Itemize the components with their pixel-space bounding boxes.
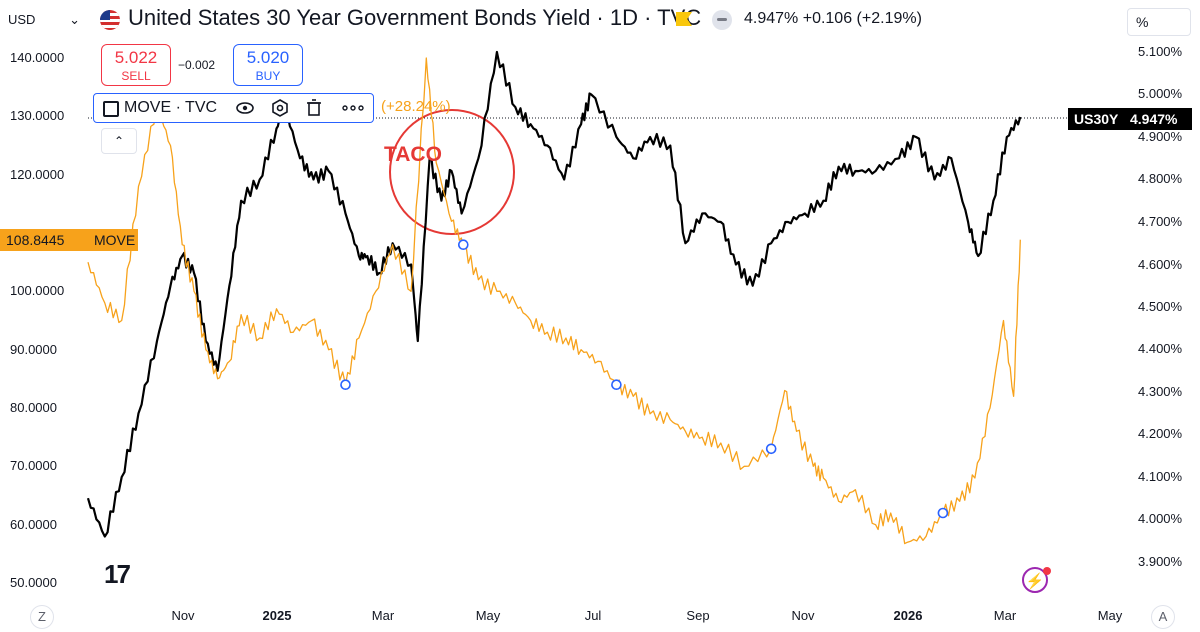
trash-icon[interactable] <box>306 99 322 117</box>
time-axis-tick: 2025 <box>262 608 292 623</box>
us-flag-icon <box>100 10 120 30</box>
collapse-legend-button[interactable]: ⌃ <box>101 128 137 154</box>
taco-circle <box>389 109 515 235</box>
right-axis-tick: 4.200% <box>1138 426 1183 441</box>
move-price-value: 108.8445 <box>6 232 65 248</box>
chevron-up-icon: ⌃ <box>113 134 125 148</box>
settings-icon[interactable] <box>271 99 289 117</box>
left-axis-tick: 140.0000 <box>10 50 65 65</box>
move-change: (+28.24%) <box>381 98 451 115</box>
left-axis-tick: 130.0000 <box>10 108 65 123</box>
right-axis-tick: 4.000% <box>1138 511 1183 526</box>
right-axis-tick: 4.400% <box>1138 341 1183 356</box>
symbol-text: USD <box>8 12 36 27</box>
taco-annotation: TACO <box>384 143 442 166</box>
sell-button[interactable]: 5.022 SELL <box>101 44 171 86</box>
move-price-name: MOVE <box>94 232 136 248</box>
right-axis-tick: 3.900% <box>1138 554 1183 569</box>
event-marker-layer <box>151 99 949 519</box>
chevron-down-icon: ⌄ <box>69 12 80 27</box>
last-price: 4.947% <box>744 10 799 27</box>
series-line-move[interactable] <box>87 57 1021 545</box>
series-layer <box>86 50 1022 545</box>
study-icon <box>103 101 119 117</box>
time-axis-tick: Mar <box>371 608 395 623</box>
right-axis-tick: 4.900% <box>1138 129 1183 144</box>
auto-scale-button[interactable]: A <box>1151 605 1175 629</box>
right-axis-tick: 5.100% <box>1138 44 1183 59</box>
percent-label: % <box>1136 14 1149 30</box>
time-axis-tick: May <box>1097 608 1123 623</box>
right-axis-tick: 5.000% <box>1138 86 1183 101</box>
market-status-icon <box>712 10 732 30</box>
time-axis-tick: Nov <box>171 608 195 623</box>
us30y-symbol: US30Y <box>1074 111 1119 127</box>
move-study-legend[interactable]: MOVE · TVC <box>93 93 374 123</box>
left-axis-tick: 50.0000 <box>10 575 57 590</box>
buy-button[interactable]: 5.020 BUY <box>233 44 303 86</box>
right-axis-tick: 4.600% <box>1138 257 1183 272</box>
time-axis-tick: Jul <box>584 608 602 623</box>
time-axis-tick: Nov <box>791 608 815 623</box>
event-marker-icon[interactable] <box>611 379 622 391</box>
buy-price: 5.020 <box>246 48 290 67</box>
auto-label: A <box>1158 609 1168 624</box>
right-axis-tick: 4.800% <box>1138 171 1183 186</box>
left-axis-tick: 120.0000 <box>10 167 65 182</box>
right-axis-tick: 4.700% <box>1138 214 1183 229</box>
flash-icon[interactable]: ⚡ <box>1022 567 1048 593</box>
percent-scale-button[interactable]: % <box>1127 8 1191 36</box>
left-axis-tick: 100.0000 <box>10 283 65 298</box>
price-change: +0.106 (+2.19%) <box>802 10 922 27</box>
right-axis-tick: 4.300% <box>1138 384 1183 399</box>
us30y-value: 4.947% <box>1130 111 1178 127</box>
chart-title: United States 30 Year Government Bonds Y… <box>128 5 702 30</box>
right-axis-tick: 4.500% <box>1138 299 1183 314</box>
event-marker-icon[interactable] <box>457 239 469 250</box>
zoom-label: Z <box>38 609 46 624</box>
eye-icon[interactable] <box>235 99 255 117</box>
buy-label: BUY <box>255 69 281 83</box>
time-axis-tick: Mar <box>993 608 1017 623</box>
left-axis-tick: 70.0000 <box>10 458 57 473</box>
left-axis-tick: 80.0000 <box>10 400 57 415</box>
notification-dot <box>1043 567 1051 575</box>
left-axis-tick: 60.0000 <box>10 517 57 532</box>
flag-badge-icon[interactable] <box>676 12 692 26</box>
time-axis-tick: 2026 <box>893 608 923 623</box>
zoom-toggle-button[interactable]: Z <box>30 605 54 629</box>
event-marker-icon[interactable] <box>937 507 949 519</box>
event-marker-icon[interactable] <box>340 379 351 391</box>
top-bar: USD ⌄ United States 30 Year Government B… <box>0 0 1200 40</box>
spread-value: −0.002 <box>178 58 216 72</box>
move-study-label: MOVE · TVC <box>124 99 218 116</box>
event-marker-icon[interactable] <box>765 443 777 455</box>
series-line-us30y[interactable] <box>86 50 1022 538</box>
sell-label: SELL <box>121 69 151 83</box>
sell-price: 5.022 <box>114 48 158 67</box>
left-axis-tick: 90.0000 <box>10 342 57 357</box>
tradingview-logo: 17 <box>104 559 131 589</box>
time-axis-tick: Sep <box>686 608 710 623</box>
more-icon[interactable] <box>342 104 364 112</box>
time-axis-tick: May <box>475 608 501 623</box>
right-axis-tick: 4.100% <box>1138 469 1183 484</box>
us30y-price-tag: US30Y 4.947% <box>1068 108 1192 130</box>
quote-summary: 4.947% +0.106 (+2.19%) <box>744 10 922 28</box>
symbol-selector[interactable]: USD ⌄ <box>8 8 82 32</box>
move-price-tag: 108.8445 MOVE <box>0 229 138 251</box>
